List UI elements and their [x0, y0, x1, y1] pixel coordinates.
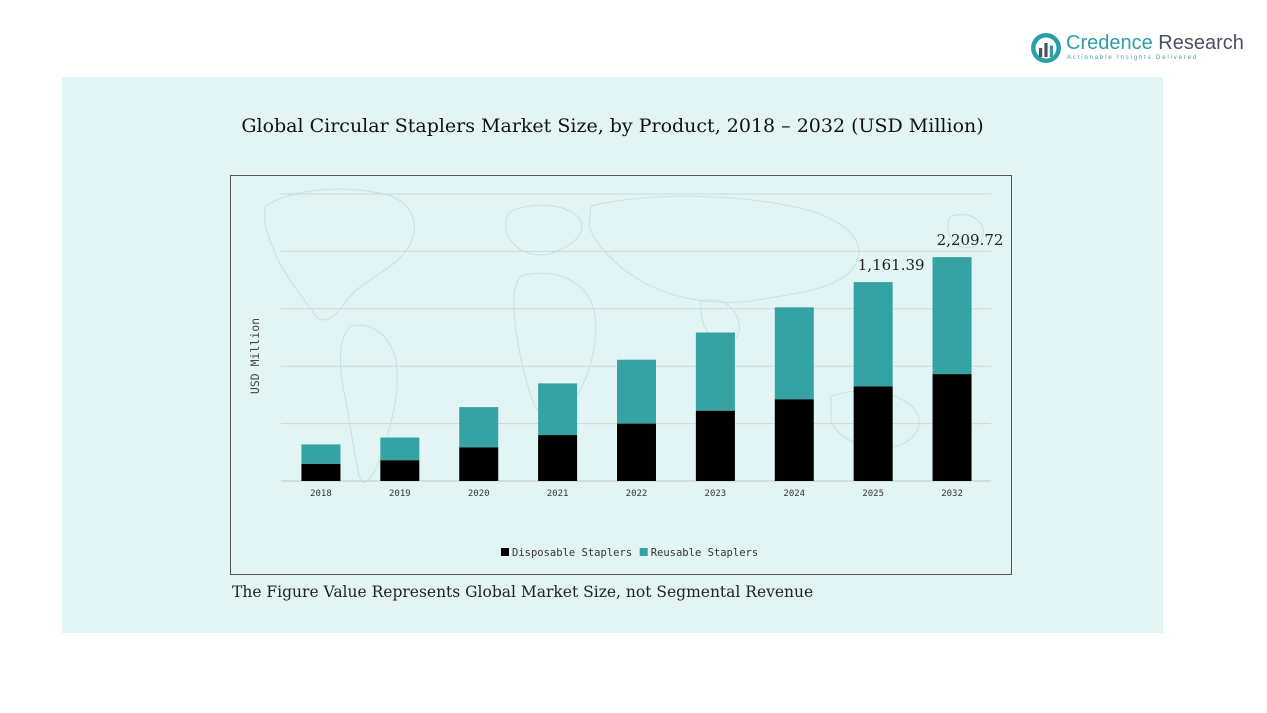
logo-name-part1: Credence — [1066, 32, 1153, 54]
x-tick-label-2018: 2018 — [310, 489, 332, 499]
y-axis-label: USD Million — [248, 318, 262, 394]
bar-disposable-2024 — [774, 399, 814, 481]
bar-series — [301, 257, 972, 481]
bar-reusable-2024 — [774, 307, 814, 400]
x-tick-label-2020: 2020 — [468, 489, 490, 499]
x-tick-label-2024: 2024 — [783, 489, 805, 499]
logo-mark-icon — [1031, 33, 1061, 63]
bar-reusable-2032 — [932, 257, 972, 375]
value-label-2032: 2,209.72 — [937, 231, 1004, 249]
bar-reusable-2025 — [853, 282, 893, 387]
bar-disposable-2020 — [459, 447, 499, 481]
bar-reusable-2022 — [617, 359, 656, 424]
bar-reusable-2018 — [301, 444, 341, 464]
x-tick-label-2023: 2023 — [705, 489, 727, 499]
chart-title: Global Circular Staplers Market Size, by… — [241, 115, 984, 137]
legend-label-reusable: Reusable Staplers — [651, 547, 758, 559]
world-map-watermark-icon — [263, 188, 984, 483]
bar-disposable-2025 — [853, 386, 893, 481]
bar-reusable-2023 — [695, 332, 735, 411]
legend-label-disposable: Disposable Staplers — [512, 547, 632, 559]
logo-name: Credence Research — [1066, 32, 1244, 55]
legend-swatch-reusable — [639, 548, 648, 556]
bar-disposable-2019 — [380, 460, 420, 481]
x-tick-label-2021: 2021 — [547, 489, 569, 499]
bar-reusable-2021 — [538, 383, 578, 436]
x-axis-tick-labels: 2018 2019 2020 2021 2022 2023 2024 2025 2032 — [310, 489, 963, 499]
bar-chart: 2018 2019 2020 2021 2022 2023 2024 2025 2032 1,1… — [248, 188, 1004, 559]
bar-disposable-2018 — [301, 463, 341, 481]
x-tick-label-2025: 2025 — [862, 489, 884, 499]
bar-disposable-2032 — [932, 374, 972, 481]
legend-swatch-disposable — [501, 548, 509, 556]
chart-frame: 2018 2019 2020 2021 2022 2023 2024 2025 2032 1,1… — [230, 175, 1012, 575]
x-tick-label-2022: 2022 — [626, 489, 648, 499]
chart-legend: Disposable Staplers Reusable Staplers — [501, 547, 758, 559]
bar-disposable-2022 — [617, 423, 656, 481]
bar-reusable-2020 — [459, 407, 499, 448]
value-label-2025: 1,161.39 — [858, 256, 925, 274]
chart-footnote: The Figure Value Represents Global Marke… — [232, 583, 814, 601]
bar-disposable-2021 — [538, 435, 578, 481]
logo-tagline: Actionable Insights Delivered — [1067, 55, 1199, 61]
x-tick-label-2032: 2032 — [941, 489, 963, 499]
bar-reusable-2019 — [380, 437, 420, 461]
x-tick-label-2019: 2019 — [389, 489, 411, 499]
value-annotations: 1,161.39 2,209.72 — [858, 231, 1004, 274]
credence-research-logo: Credence Research Actionable Insights De… — [1030, 30, 1244, 68]
chart-panel: Global Circular Staplers Market Size, by… — [62, 77, 1163, 633]
bar-disposable-2023 — [695, 410, 735, 481]
logo-name-part2: Research — [1158, 32, 1244, 54]
